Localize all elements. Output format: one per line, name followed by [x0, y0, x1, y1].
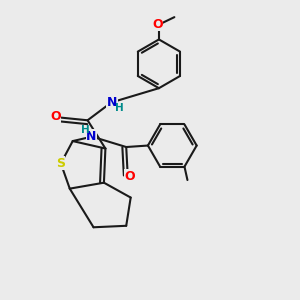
Text: H: H [80, 125, 89, 135]
Text: O: O [50, 110, 61, 123]
Text: O: O [152, 18, 163, 31]
Text: O: O [124, 170, 135, 183]
Text: N: N [86, 130, 97, 142]
Text: S: S [56, 157, 65, 169]
Text: N: N [107, 96, 117, 109]
Text: H: H [115, 103, 124, 113]
